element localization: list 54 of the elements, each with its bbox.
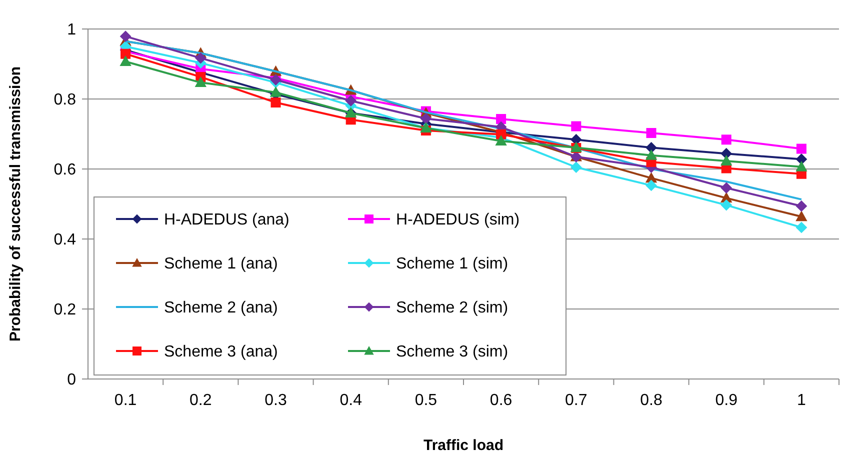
point [120, 48, 131, 59]
point [796, 222, 807, 233]
legend-label: Scheme 2 (ana) [164, 300, 278, 317]
point [646, 180, 657, 191]
point [120, 30, 132, 42]
point [646, 150, 657, 160]
y-tick-label: 1 [67, 22, 76, 39]
x-tick-label: 0.1 [114, 392, 137, 409]
y-axis-title: Probability of successful transmission [7, 66, 24, 342]
x-tick-label: 0.6 [490, 392, 512, 409]
legend-label: Scheme 3 (ana) [164, 344, 278, 361]
legend-label: Scheme 3 (sim) [396, 344, 508, 361]
point [496, 136, 507, 146]
point [720, 200, 732, 211]
legend-label: Scheme 1 (ana) [164, 256, 278, 273]
point [646, 128, 656, 138]
point [270, 98, 281, 108]
point [796, 144, 806, 154]
point [721, 134, 732, 145]
point [570, 162, 582, 173]
point [120, 56, 132, 66]
legend-label: H-ADEDUS (sim) [396, 212, 520, 229]
point [796, 200, 807, 212]
point [720, 182, 732, 194]
point [571, 121, 582, 132]
x-tick-label: 0.4 [340, 392, 362, 409]
point [796, 161, 807, 172]
point [646, 142, 657, 154]
y-tick-label: 0.2 [54, 302, 76, 319]
point [270, 74, 282, 86]
point [270, 86, 282, 97]
y-tick-label: 0.4 [54, 232, 76, 249]
point [195, 77, 206, 88]
y-tick-label: 0.8 [54, 92, 76, 109]
legend-label: H-ADEDUS (ana) [164, 212, 290, 229]
x-tick-label: 0.8 [640, 392, 662, 409]
x-tick-label: 0.3 [264, 392, 287, 409]
point [420, 113, 432, 124]
x-tick-label: 0.2 [190, 392, 212, 409]
x-tick-label: 0.9 [715, 392, 738, 409]
point [345, 95, 356, 106]
point [195, 52, 206, 64]
y-tick-label: 0 [67, 372, 76, 389]
point [720, 155, 732, 166]
point [496, 114, 506, 124]
x-tick-label: 1 [796, 392, 806, 409]
x-axis-title: Traffic load [423, 437, 504, 454]
x-tick-label: 0.7 [565, 392, 588, 409]
legend-label: Scheme 2 (sim) [396, 300, 508, 317]
point [796, 211, 807, 222]
legend-label: Scheme 1 (sim) [396, 256, 508, 273]
point [796, 154, 807, 165]
y-tick-label: 0.6 [54, 162, 76, 179]
x-tick-label: 0.5 [414, 392, 438, 409]
